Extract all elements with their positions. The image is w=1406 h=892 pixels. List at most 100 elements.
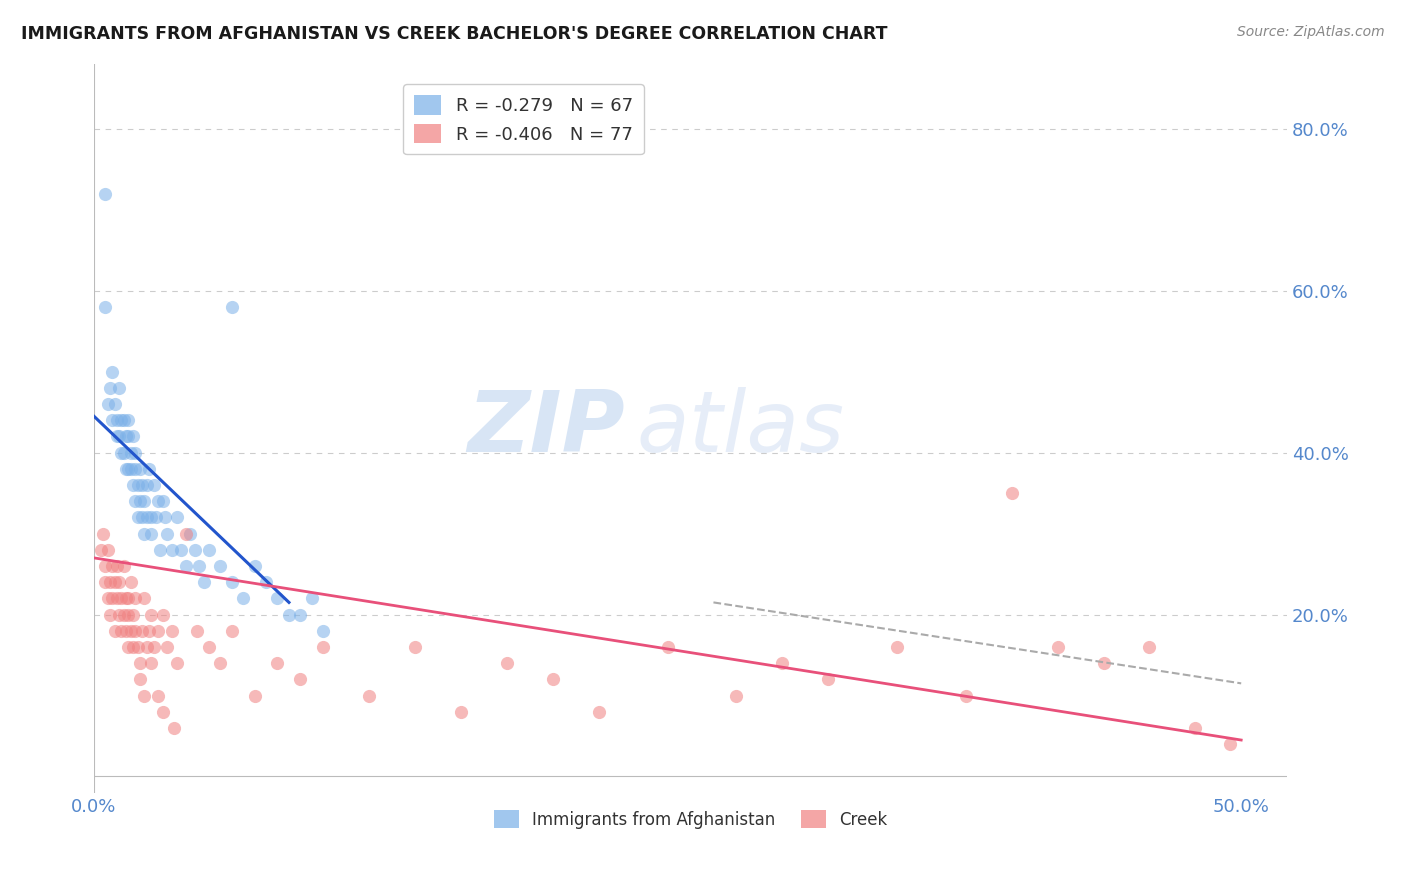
Point [90,542,112,557]
Point [105,591,128,606]
Point [243,559,266,574]
Point [110,624,132,638]
Point [103,624,125,638]
Point [886,640,908,654]
Point [134,494,156,508]
Point [122,607,145,622]
Point [105,413,128,427]
Legend: Immigrants from Afghanistan, Creek: Immigrants from Afghanistan, Creek [488,804,894,835]
Point [134,526,156,541]
Point [117,413,139,427]
Point [1001,486,1024,500]
Point [170,542,193,557]
Point [117,429,139,443]
Point [124,494,146,508]
Point [110,413,132,427]
Point [97,591,120,606]
Point [404,640,426,654]
Point [166,510,188,524]
Point [115,429,138,443]
Point [110,445,132,459]
Point [110,591,132,606]
Point [149,542,172,557]
Point [209,656,232,670]
Point [134,591,156,606]
Point [134,689,156,703]
Point [160,542,183,557]
Point [138,462,160,476]
Point [588,705,610,719]
Point [657,640,679,654]
Point [141,510,163,524]
Point [120,575,142,590]
Point [312,640,335,654]
Point [266,656,288,670]
Point [135,510,157,524]
Point [112,559,135,574]
Point [115,591,138,606]
Point [135,478,157,492]
Point [312,624,335,638]
Point [193,575,215,590]
Point [209,559,232,574]
Point [146,689,169,703]
Point [94,300,117,314]
Point [221,624,243,638]
Point [135,640,157,654]
Point [163,721,186,735]
Point [174,559,197,574]
Point [105,429,128,443]
Text: Source: ZipAtlas.com: Source: ZipAtlas.com [1237,25,1385,39]
Point [108,381,131,395]
Point [450,705,472,719]
Point [1184,721,1206,735]
Point [817,673,839,687]
Point [108,607,131,622]
Text: atlas: atlas [637,387,845,470]
Point [124,591,146,606]
Point [128,673,150,687]
Point [141,607,163,622]
Point [1219,737,1241,751]
Point [184,542,207,557]
Point [156,526,179,541]
Point [120,445,142,459]
Point [120,462,142,476]
Point [108,429,131,443]
Point [127,640,149,654]
Point [138,624,160,638]
Point [94,575,117,590]
Point [97,397,120,411]
Point [166,656,188,670]
Point [541,673,564,687]
Text: ZIP: ZIP [467,387,624,470]
Point [115,462,138,476]
Point [232,591,254,606]
Point [94,186,117,201]
Point [1139,640,1161,654]
Point [94,559,117,574]
Point [496,656,519,670]
Point [120,624,142,638]
Point [101,591,124,606]
Point [128,494,150,508]
Point [1046,640,1069,654]
Point [128,656,150,670]
Point [152,705,174,719]
Point [117,462,139,476]
Point [124,624,146,638]
Point [122,478,145,492]
Point [128,462,150,476]
Text: IMMIGRANTS FROM AFGHANISTAN VS CREEK BACHELOR'S DEGREE CORRELATION CHART: IMMIGRANTS FROM AFGHANISTAN VS CREEK BAC… [21,25,887,43]
Point [131,510,153,524]
Point [146,624,169,638]
Point [97,542,120,557]
Point [103,575,125,590]
Point [101,413,124,427]
Point [146,494,169,508]
Point [91,526,114,541]
Point [179,526,201,541]
Point [108,575,131,590]
Point [98,575,121,590]
Point [98,381,121,395]
